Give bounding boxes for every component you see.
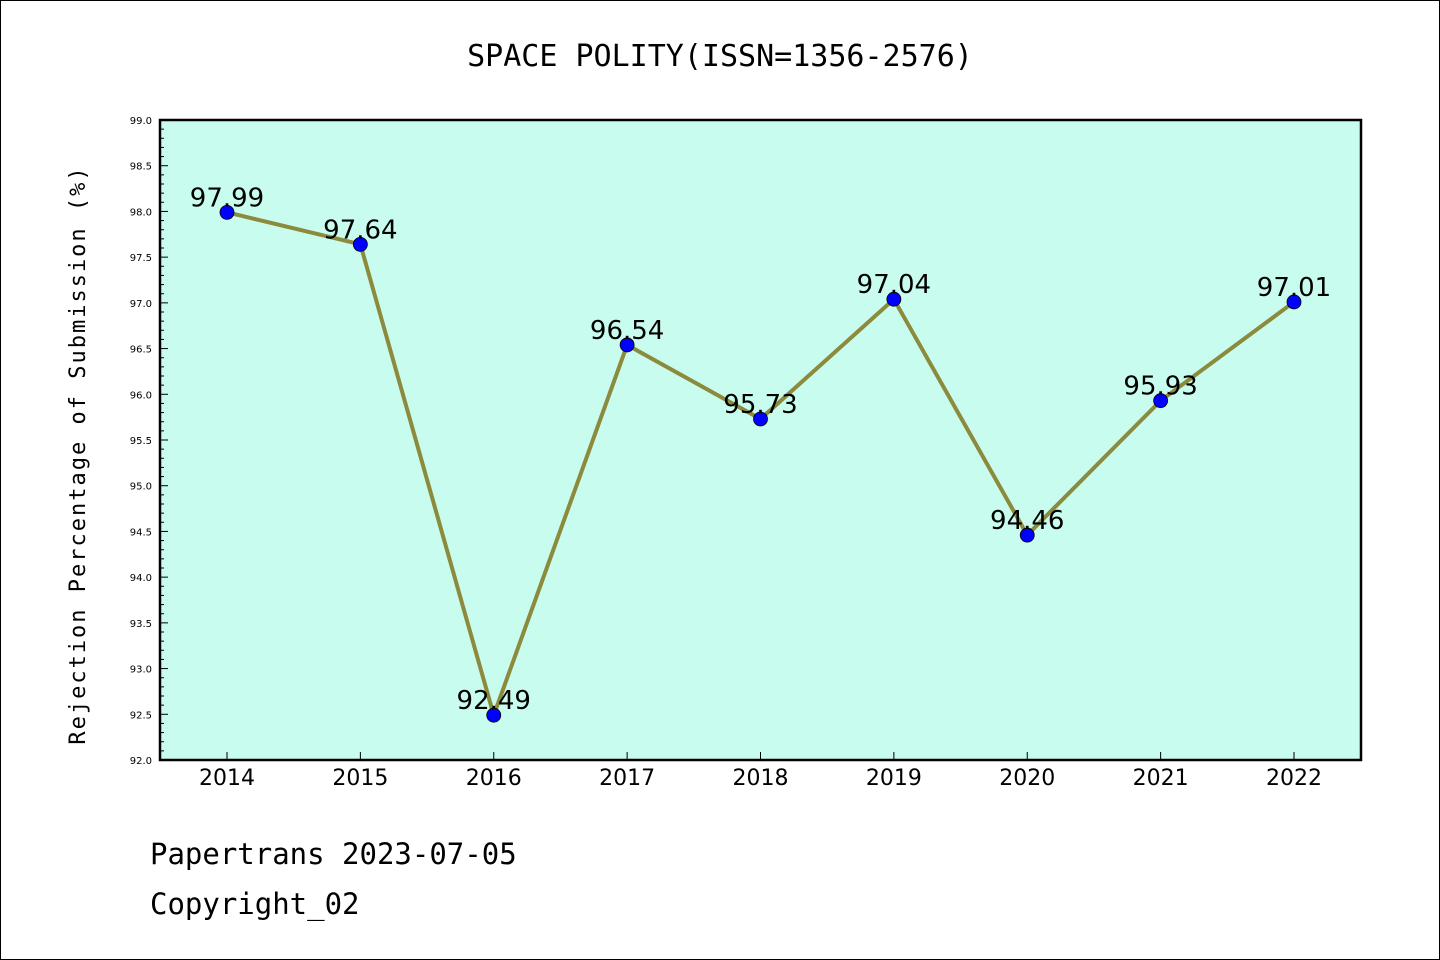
y-tick-label: 99.0 xyxy=(130,116,152,127)
data-label: 95.93 xyxy=(1123,372,1197,402)
data-label: 97.99 xyxy=(190,183,264,213)
data-point xyxy=(486,707,502,723)
y-axis-label: Rejection Percentage of Submission (%) xyxy=(66,165,91,744)
plot-area xyxy=(158,118,1363,762)
data-point xyxy=(1286,294,1302,310)
x-tick-label: 2021 xyxy=(1133,766,1189,791)
x-tick-label: 2018 xyxy=(733,766,789,791)
y-tick-label: 97.5 xyxy=(130,253,152,264)
data-label: 92.49 xyxy=(457,686,531,716)
footer-copyright: Copyright_02 xyxy=(150,887,360,922)
data-point xyxy=(219,204,235,220)
data-label: 97.04 xyxy=(857,270,931,300)
y-tick-label: 92.0 xyxy=(130,756,152,767)
y-tick-label: 94.5 xyxy=(130,527,152,538)
x-tick-label: 2014 xyxy=(199,766,255,791)
x-tick-label: 2019 xyxy=(866,766,922,791)
data-point xyxy=(1153,393,1169,409)
y-tick-label: 96.5 xyxy=(130,345,152,356)
x-tick-label: 2015 xyxy=(332,766,388,791)
y-tick-label: 95.5 xyxy=(130,436,152,447)
data-point xyxy=(352,236,368,252)
data-labels: 97.99 97.64 92.49 96.54 95.73 97.04 94.46 95.93… xyxy=(190,183,1331,716)
y-tick-label: 95.0 xyxy=(130,482,152,493)
footer-date: Papertrans 2023-07-05 xyxy=(150,837,517,871)
x-tick-label: 2017 xyxy=(599,766,655,791)
y-tick-label: 92.5 xyxy=(130,710,152,721)
x-axis: 2014 2015 2016 2017 2018 2019 2020 2021 2022 xyxy=(199,752,1322,791)
data-label: 94.46 xyxy=(990,506,1064,536)
x-tick-label: 2016 xyxy=(466,766,522,791)
data-point xyxy=(1019,527,1035,543)
y-tick-label: 93.0 xyxy=(130,665,152,676)
y-tick-label: 94.0 xyxy=(130,573,152,584)
y-tick-label: 96.0 xyxy=(130,390,152,401)
data-label: 97.01 xyxy=(1257,273,1331,303)
y-tick-label: 98.0 xyxy=(130,207,152,218)
x-tick-label: 2022 xyxy=(1266,766,1322,791)
y-axis: 92.0 92.5 93.0 93.5 94.0 94.5 95.0 95.5 96.0 96.5… xyxy=(130,116,168,767)
data-label: 95.73 xyxy=(723,390,797,420)
series-markers xyxy=(219,204,1302,723)
y-tick-label: 97.0 xyxy=(130,299,152,310)
y-tick-label: 98.5 xyxy=(130,162,152,173)
x-tick-label: 2020 xyxy=(999,766,1055,791)
chart-title: SPACE POLITY(ISSN=1356-2576) xyxy=(467,39,973,74)
data-point xyxy=(886,291,902,307)
data-point xyxy=(619,337,635,353)
y-tick-label: 93.5 xyxy=(130,619,152,630)
data-label: 96.54 xyxy=(590,316,664,346)
data-point xyxy=(753,411,768,427)
data-label: 97.64 xyxy=(323,215,397,245)
